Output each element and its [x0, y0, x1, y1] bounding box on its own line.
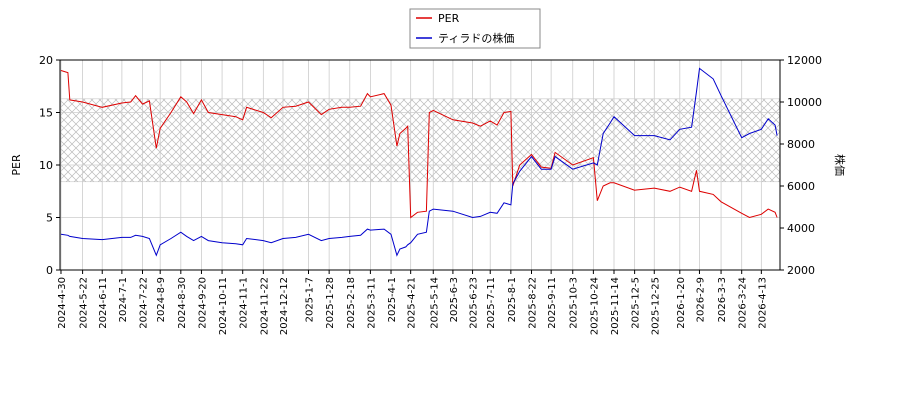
y-tick-label: 5: [46, 212, 53, 225]
x-tick-label: 2024-11-1: [239, 277, 250, 329]
x-tick-label: 2024-8-30: [177, 277, 188, 329]
x-tick-label: 2025-10-3: [569, 277, 580, 329]
y2-tick-label: 2000: [787, 264, 815, 277]
y-tick-label: 10: [39, 159, 53, 172]
x-tick-label: 2026-3-24: [738, 277, 749, 329]
x-tick-label: 2025-9-11: [547, 277, 558, 329]
x-tick-label: 2024-10-11: [218, 277, 229, 335]
x-tick-label: 2025-12-5: [631, 277, 642, 329]
x-tick-label: 2024-9-20: [197, 277, 208, 329]
y-axis-label: PER: [10, 154, 23, 176]
x-tick-label: 2025-2-18: [346, 277, 357, 329]
x-tick-label: 2024-7-1: [118, 277, 129, 322]
plot-frame: [59, 59, 781, 271]
y2-tick-label: 6000: [787, 180, 815, 193]
series-line: [60, 67, 778, 257]
x-tick-label: 2024-11-22: [259, 277, 270, 335]
x-tick-label: 2025-8-22: [527, 277, 538, 329]
x-tick-label: 2025-10-24: [589, 277, 600, 335]
x-tick-label: 2026-1-20: [676, 277, 687, 329]
x-tick-label: 2025-6-3: [449, 277, 460, 322]
x-tick-label: 2026-4-13: [757, 277, 768, 329]
x-tick-label: 2025-6-23: [469, 277, 480, 329]
y-tick-label: 0: [46, 264, 53, 277]
x-tick-label: 2024-4-30: [57, 277, 68, 329]
x-tick-label: 2025-7-11: [486, 277, 497, 329]
legend: [409, 8, 541, 49]
y2-axis-label: 株価: [833, 154, 847, 176]
x-tick-label: 2025-8-1: [507, 277, 518, 322]
x-tick-label: 2025-1-7: [305, 277, 316, 322]
y2-tick-label: 8000: [787, 138, 815, 151]
x-tick-label: 2026-3-3: [717, 277, 728, 322]
y2-tick-label: 4000: [787, 222, 815, 235]
x-tick-label: 2025-4-21: [407, 277, 418, 329]
x-tick-label: 2025-4-1: [387, 277, 398, 322]
legend-label: PER: [438, 12, 460, 25]
x-tick-label: 2025-3-11: [366, 277, 377, 329]
x-tick-label: 2025-5-14: [429, 277, 440, 329]
x-tick-label: 2024-7-22: [139, 277, 150, 329]
x-tick-label: 2025-1-28: [325, 277, 336, 329]
legend-label: ティラドの株価: [438, 31, 514, 45]
y-tick-label: 20: [39, 54, 53, 67]
x-tick-label: 2025-12-25: [650, 277, 661, 335]
x-tick-label: 2025-11-14: [610, 277, 621, 335]
y2-tick-label: 10000: [787, 96, 822, 109]
x-tick-label: 2024-5-22: [79, 277, 90, 329]
y-tick-label: 15: [39, 107, 53, 120]
x-tick-label: 2024-8-9: [156, 277, 167, 322]
x-tick-label: 2026-2-9: [695, 277, 706, 322]
x-tick-label: 2024-6-11: [98, 277, 109, 329]
y2-tick-label: 12000: [787, 54, 822, 67]
band: [59, 98, 781, 183]
series-line: [60, 70, 778, 219]
x-tick-label: 2024-12-12: [279, 277, 290, 335]
plot-area: [59, 59, 781, 271]
